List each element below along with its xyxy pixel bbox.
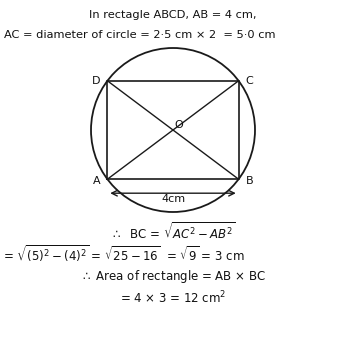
Text: = $\sqrt{(5)^2-(4)^2}$ = $\sqrt{25-16}$  = $\sqrt{9}$ = 3 cm: = $\sqrt{(5)^2-(4)^2}$ = $\sqrt{25-16}$ …: [3, 244, 245, 265]
Text: C: C: [246, 76, 253, 86]
Text: In rectagle ABCD, AB = 4 cm,: In rectagle ABCD, AB = 4 cm,: [89, 10, 257, 20]
Text: A: A: [93, 176, 100, 186]
Text: D: D: [92, 76, 100, 86]
Text: $\therefore$  BC = $\sqrt{AC^2 - AB^2}$: $\therefore$ BC = $\sqrt{AC^2 - AB^2}$: [110, 222, 236, 243]
Text: $\therefore$ Area of rectangle = AB $\times$ BC: $\therefore$ Area of rectangle = AB $\ti…: [80, 268, 266, 285]
Text: O: O: [175, 120, 183, 130]
Text: 4cm: 4cm: [161, 194, 185, 204]
Text: = 4 $\times$ 3 = 12 cm$^2$: = 4 $\times$ 3 = 12 cm$^2$: [120, 290, 226, 306]
Text: AC = diameter of circle = 2·5 cm × 2  = 5·0 cm: AC = diameter of circle = 2·5 cm × 2 = 5…: [4, 30, 275, 40]
Text: B: B: [246, 176, 253, 186]
